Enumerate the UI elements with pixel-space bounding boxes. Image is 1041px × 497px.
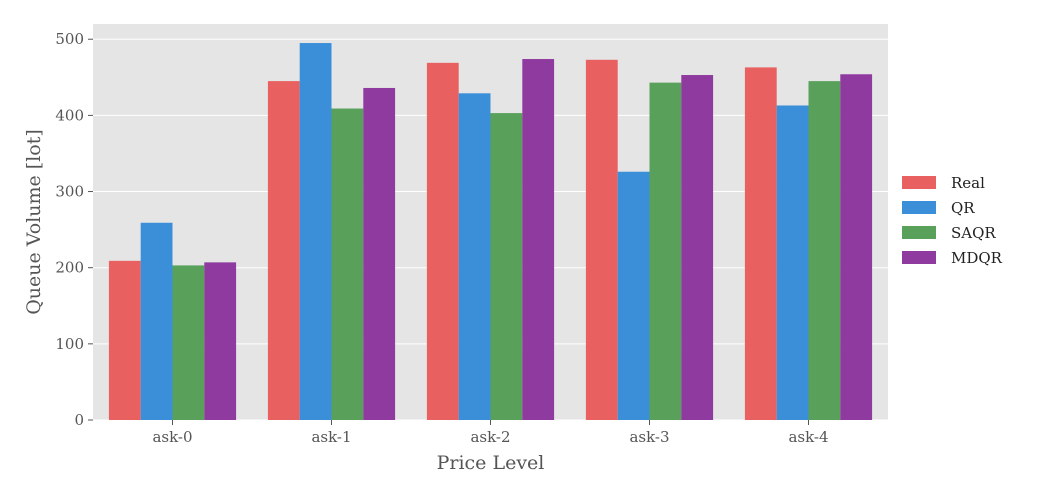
y-tick-label: 300	[55, 183, 84, 201]
bar-mdqr-ask-1	[363, 87, 396, 420]
y-tick-label: 200	[55, 259, 84, 277]
bar-mdqr-ask-2	[522, 59, 555, 421]
legend: Real QR SAQR MDQR	[902, 174, 1003, 267]
y-tick-label: 100	[55, 335, 84, 353]
bar-saqr-ask-3	[649, 82, 682, 420]
bars	[108, 43, 873, 421]
bar-saqr-ask-2	[490, 113, 523, 420]
x-tick-label: ask-4	[788, 428, 828, 446]
bar-mdqr-ask-4	[840, 74, 873, 420]
bar-real-ask-1	[267, 81, 300, 420]
legend-swatch-mdqr	[902, 251, 936, 264]
bar-qr-ask-3	[617, 171, 650, 420]
bar-qr-ask-4	[776, 105, 809, 420]
y-tick-label: 500	[55, 30, 84, 48]
bar-qr-ask-2	[458, 93, 491, 421]
y-tick-label: 400	[55, 106, 84, 124]
x-tick-label: ask-1	[311, 428, 351, 446]
bar-qr-ask-0	[140, 222, 173, 420]
bar-real-ask-2	[426, 62, 459, 420]
x-tick-label: ask-0	[152, 428, 192, 446]
y-axis-label: Queue Volume [lot]	[23, 129, 45, 315]
x-tick-label: ask-2	[470, 428, 510, 446]
bar-real-ask-4	[744, 67, 777, 421]
x-tick-label: ask-3	[629, 428, 669, 446]
bar-mdqr-ask-0	[204, 262, 237, 420]
legend-label-saqr: SAQR	[951, 224, 996, 242]
bar-real-ask-3	[585, 59, 618, 421]
legend-label-real: Real	[951, 174, 985, 192]
bar-saqr-ask-0	[172, 265, 205, 420]
legend-label-mdqr: MDQR	[951, 249, 1003, 267]
bar-qr-ask-1	[299, 43, 332, 421]
y-axis-ticks: 0 100 200 300 400 500	[55, 30, 93, 429]
y-tick-label: 0	[74, 411, 84, 429]
legend-swatch-qr	[902, 201, 936, 214]
legend-swatch-saqr	[902, 226, 936, 239]
legend-swatch-real	[902, 176, 936, 189]
bar-saqr-ask-4	[808, 81, 841, 420]
bar-mdqr-ask-3	[681, 75, 714, 421]
x-axis-label: Price Level	[437, 452, 545, 474]
x-axis-ticks: ask-0 ask-1 ask-2 ask-3 ask-4	[152, 420, 829, 446]
bar-real-ask-0	[108, 260, 141, 420]
bar-saqr-ask-1	[331, 108, 364, 421]
legend-label-qr: QR	[951, 199, 975, 217]
